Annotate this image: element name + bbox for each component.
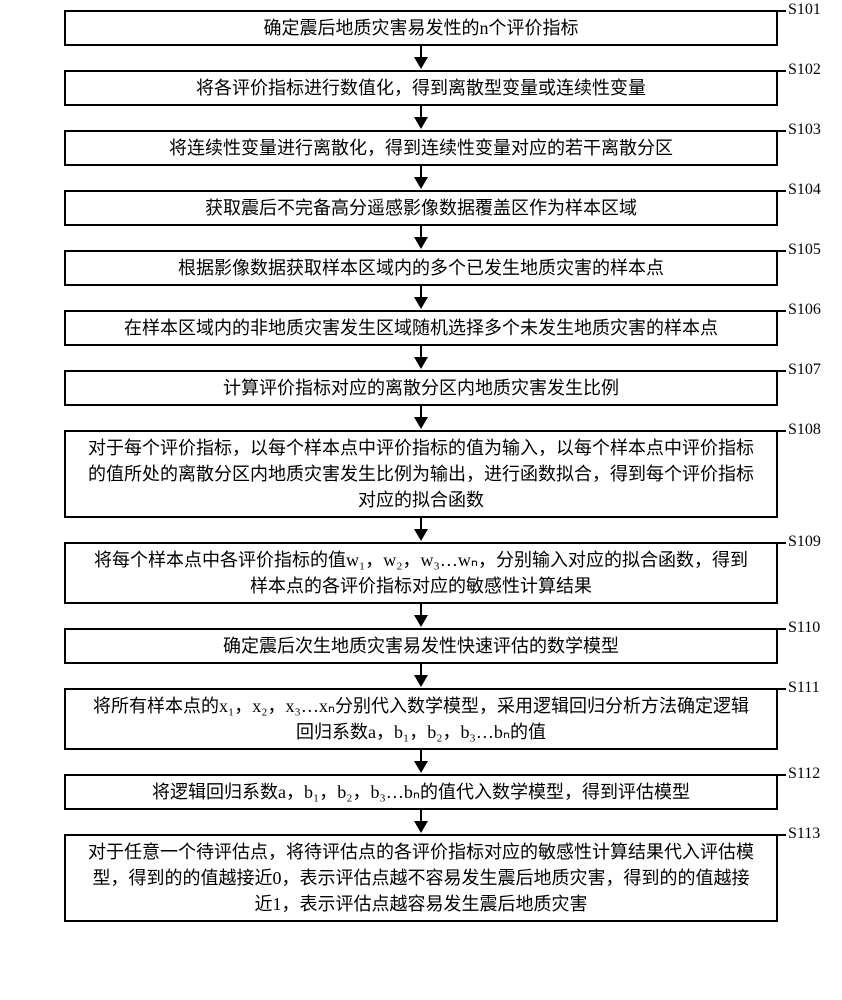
label-tick xyxy=(778,430,786,432)
step-box-s107: 计算评价指标对应的离散分区内地质灾害发生比例 xyxy=(64,370,778,406)
step-label-s103: S103 xyxy=(788,121,821,139)
step-label-s102: S102 xyxy=(788,61,821,79)
step-label-s112: S112 xyxy=(788,765,820,783)
step-text: 计算评价指标对应的离散分区内地质灾害发生比例 xyxy=(223,375,619,401)
step-label-s101: S101 xyxy=(788,1,821,19)
label-tick xyxy=(778,370,786,372)
label-tick xyxy=(778,628,786,630)
step-label-s113: S113 xyxy=(788,825,820,843)
step-text: 对于每个评价指标，以每个样本点中评价指标的值为输入，以每个样本点中评价指标的值所… xyxy=(86,435,756,513)
step-text: 对于任意一个待评估点，将待评估点的各评价指标对应的敏感性计算结果代入评估模型，得… xyxy=(86,839,756,917)
step-label-s108: S108 xyxy=(788,421,821,439)
step-box-s103: 将连续性变量进行离散化，得到连续性变量对应的若干离散分区 xyxy=(64,130,778,166)
step-box-s101: 确定震后地质灾害易发性的n个评价指标 xyxy=(64,10,778,46)
step-box-s102: 将各评价指标进行数值化，得到离散型变量或连续性变量 xyxy=(64,70,778,106)
step-text: 根据影像数据获取样本区域内的多个已发生地质灾害的样本点 xyxy=(178,255,664,281)
step-label-s105: S105 xyxy=(788,241,821,259)
step-text: 获取震后不完备高分遥感影像数据覆盖区作为样本区域 xyxy=(205,195,637,221)
label-tick xyxy=(778,10,786,12)
step-box-s104: 获取震后不完备高分遥感影像数据覆盖区作为样本区域 xyxy=(64,190,778,226)
step-box-s112: 将逻辑回归系数a，b₁，b₂，b₃…bₙ的值代入数学模型，得到评估模型 xyxy=(64,774,778,810)
label-tick xyxy=(778,774,786,776)
step-label-s106: S106 xyxy=(788,301,821,319)
step-text: 将各评价指标进行数值化，得到离散型变量或连续性变量 xyxy=(196,75,646,101)
label-tick xyxy=(778,250,786,252)
label-tick xyxy=(778,688,786,690)
label-tick xyxy=(778,190,786,192)
label-tick xyxy=(778,310,786,312)
step-box-s110: 确定震后次生地质灾害易发性快速评估的数学模型 xyxy=(64,628,778,664)
step-label-s111: S111 xyxy=(788,679,820,697)
step-label-s104: S104 xyxy=(788,181,821,199)
step-box-s108: 对于每个评价指标，以每个样本点中评价指标的值为输入，以每个样本点中评价指标的值所… xyxy=(64,430,778,518)
step-label-s107: S107 xyxy=(788,361,821,379)
step-text: 将逻辑回归系数a，b₁，b₂，b₃…bₙ的值代入数学模型，得到评估模型 xyxy=(152,779,690,805)
step-box-s113: 对于任意一个待评估点，将待评估点的各评价指标对应的敏感性计算结果代入评估模型，得… xyxy=(64,834,778,922)
step-box-s106: 在样本区域内的非地质灾害发生区域随机选择多个未发生地质灾害的样本点 xyxy=(64,310,778,346)
step-text: 确定震后地质灾害易发性的n个评价指标 xyxy=(264,15,579,41)
step-box-s105: 根据影像数据获取样本区域内的多个已发生地质灾害的样本点 xyxy=(64,250,778,286)
step-label-s110: S110 xyxy=(788,619,820,637)
step-text: 确定震后次生地质灾害易发性快速评估的数学模型 xyxy=(223,633,619,659)
step-text: 将所有样本点的x₁，x₂，x₃…xₙ分别代入数学模型，采用逻辑回归分析方法确定逻… xyxy=(86,693,756,745)
step-text: 将连续性变量进行离散化，得到连续性变量对应的若干离散分区 xyxy=(169,135,673,161)
step-box-s109: 将每个样本点中各评价指标的值w₁，w₂，w₃…wₙ，分别输入对应的拟合函数，得到… xyxy=(64,542,778,604)
step-text: 将每个样本点中各评价指标的值w₁，w₂，w₃…wₙ，分别输入对应的拟合函数，得到… xyxy=(86,547,756,599)
label-tick xyxy=(778,70,786,72)
label-tick xyxy=(778,130,786,132)
flowchart-canvas: 确定震后地质灾害易发性的n个评价指标 S101 将各评价指标进行数值化，得到离散型变… xyxy=(0,0,842,1000)
label-tick xyxy=(778,834,786,836)
label-tick xyxy=(778,542,786,544)
step-label-s109: S109 xyxy=(788,533,821,551)
step-box-s111: 将所有样本点的x₁，x₂，x₃…xₙ分别代入数学模型，采用逻辑回归分析方法确定逻… xyxy=(64,688,778,750)
step-text: 在样本区域内的非地质灾害发生区域随机选择多个未发生地质灾害的样本点 xyxy=(124,315,718,341)
